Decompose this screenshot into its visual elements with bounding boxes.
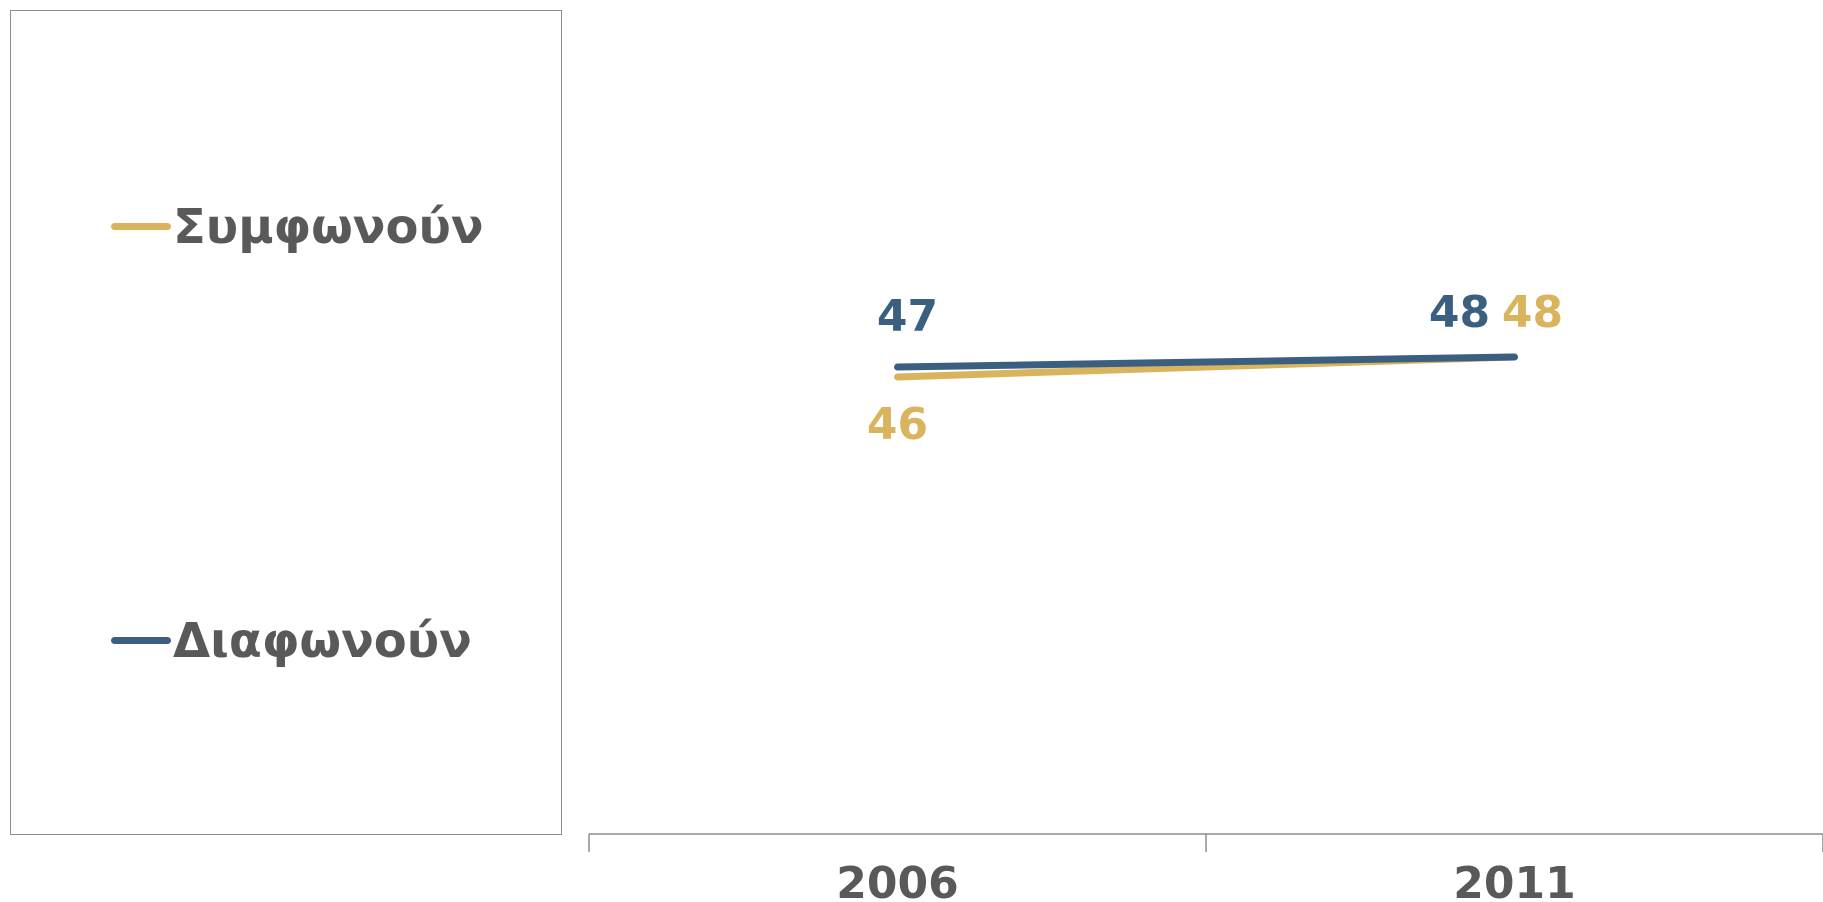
x-tick-label: 2006 <box>836 858 958 902</box>
data-label: 46 <box>867 399 928 450</box>
legend: Συμφωνούν Διαφωνούν <box>10 10 562 835</box>
legend-label-agree: Συμφωνούν <box>173 199 484 255</box>
data-label: 48 <box>1502 287 1563 338</box>
legend-swatch-disagree <box>111 637 171 644</box>
legend-label-disagree: Διαφωνούν <box>173 613 472 669</box>
data-label: 47 <box>877 291 938 342</box>
legend-swatch-agree <box>111 223 171 230</box>
series-line-1 <box>894 353 1518 371</box>
x-tick-label: 2011 <box>1453 858 1575 902</box>
data-label: 48 <box>1429 287 1490 338</box>
